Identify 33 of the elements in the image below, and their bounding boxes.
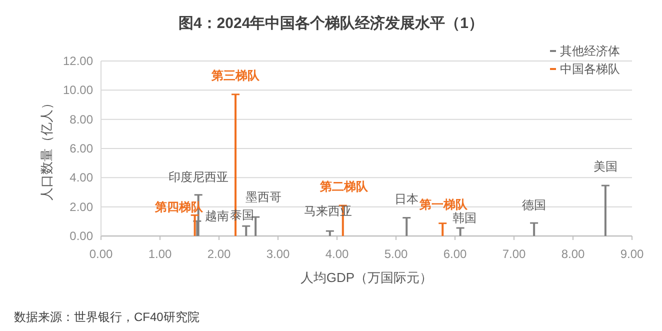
x-tick-label: 3.00 xyxy=(266,247,290,261)
annotation: 韩国 xyxy=(452,210,476,225)
x-tick-label: 9.00 xyxy=(620,247,644,261)
annotation: 第二梯队 xyxy=(318,180,369,194)
x-tick-label: 0.00 xyxy=(89,247,113,261)
x-tick-label: 2.00 xyxy=(207,247,231,261)
source-note: 数据来源：世界银行，CF40研究院 xyxy=(14,310,200,324)
x-tick-label: 6.00 xyxy=(443,247,467,261)
annotation: 墨西哥 xyxy=(246,190,282,204)
y-tick-label: 8.00 xyxy=(70,112,94,126)
annotation: 第三梯队 xyxy=(210,68,261,82)
annotation: 越南 xyxy=(205,209,230,224)
y-tick-label: 6.00 xyxy=(70,142,94,156)
y-tick-label: 4.00 xyxy=(70,170,94,185)
annotation: 美国 xyxy=(593,160,618,174)
y-tick-label: 0.00 xyxy=(70,229,94,243)
annotation: 印度尼西亚 xyxy=(168,170,228,184)
x-tick-label: 4.00 xyxy=(325,247,349,261)
annotation: 德国 xyxy=(522,198,546,212)
y-axis-title: 人口数量（亿人） xyxy=(39,96,54,200)
x-tick-label: 8.00 xyxy=(561,247,585,261)
y-tick-label: 12.00 xyxy=(62,54,94,68)
x-tick-label: 5.00 xyxy=(384,247,408,261)
y-tick-label: 10.00 xyxy=(62,83,94,98)
x-axis-title: 人均GDP（万国际元） xyxy=(300,270,433,285)
legend-label: 其他经济体 xyxy=(560,44,620,58)
annotation: 第一梯队 xyxy=(418,197,469,212)
chart-title: 图4：2024年中国各个梯队经济发展水平（1） xyxy=(178,14,484,32)
annotation: 日本 xyxy=(394,192,419,206)
x-tick-label: 1.00 xyxy=(148,247,172,261)
y-tick-label: 2.00 xyxy=(70,200,94,214)
legend-label: 中国各梯队 xyxy=(560,62,620,76)
x-tick-label: 7.00 xyxy=(502,247,526,261)
